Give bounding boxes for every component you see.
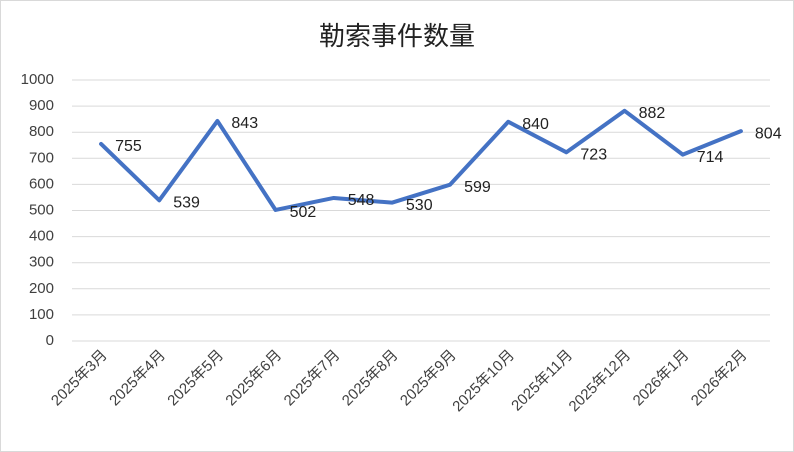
- y-tick-label: 700: [29, 149, 54, 166]
- y-tick-label: 100: [29, 306, 54, 323]
- y-tick-label: 800: [29, 123, 54, 140]
- data-label: 840: [522, 116, 549, 133]
- y-tick-label: 0: [46, 332, 54, 349]
- data-label: 530: [406, 197, 433, 214]
- data-label: 882: [639, 105, 666, 122]
- y-tick-label: 300: [29, 254, 54, 271]
- data-label: 804: [755, 125, 782, 142]
- data-label: 714: [697, 149, 724, 166]
- y-tick-label: 600: [29, 175, 54, 192]
- y-tick-label: 200: [29, 280, 54, 297]
- line: [99, 108, 743, 212]
- data-label: 843: [231, 115, 258, 132]
- data-label: 539: [173, 195, 200, 212]
- data-label: 723: [580, 147, 607, 164]
- y-tick-label: 900: [29, 97, 54, 114]
- data-label: 755: [115, 138, 142, 155]
- y-tick-label: 400: [29, 228, 54, 245]
- data-label: 599: [464, 179, 491, 196]
- y-tick-label: 500: [29, 201, 54, 218]
- data-label: 502: [290, 204, 317, 221]
- y-tick-label: 1000: [21, 71, 54, 88]
- data-label: 548: [348, 192, 375, 209]
- chart-title: 勒索事件数量: [319, 21, 475, 51]
